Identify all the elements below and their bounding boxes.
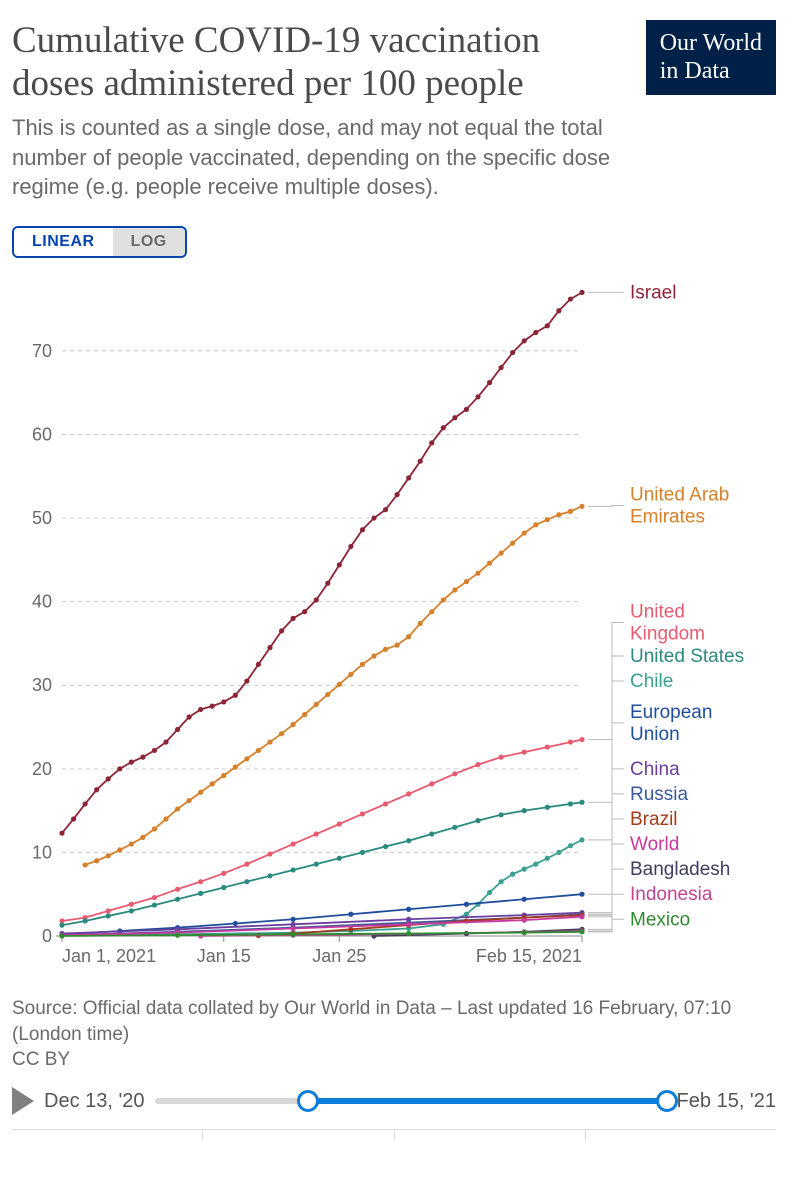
series-china[interactable] — [62, 913, 582, 934]
x-tick-label: Jan 25 — [312, 946, 366, 966]
scale-log-button[interactable]: LOG — [113, 228, 185, 256]
x-tick-label: Feb 15, 2021 — [476, 946, 582, 966]
timeline-start-label: Dec 13, '20 — [44, 1090, 145, 1113]
y-tick-label: 30 — [32, 675, 52, 695]
chart-svg: 0 10 20 30 40 50 60 70 Jan 1, 2021 Jan 15 Jan 25 Fe… — [12, 266, 776, 986]
logo-line2: in Data — [660, 58, 762, 86]
series-label[interactable]: Mexico — [630, 909, 690, 930]
series-united-kingdom[interactable] — [62, 740, 582, 921]
x-tick-label: Jan 15 — [197, 946, 251, 966]
y-tick-label: 10 — [32, 843, 52, 863]
logo-line1: Our World — [660, 30, 762, 58]
slider-knob-end[interactable] — [656, 1090, 678, 1112]
tab-strip — [12, 1129, 776, 1140]
timeline: Dec 13, '20 Feb 15, '21 — [12, 1087, 776, 1115]
series-label[interactable]: Emirates — [630, 507, 705, 528]
series-label[interactable]: Russia — [630, 784, 689, 805]
chart-area: 0 10 20 30 40 50 60 70 Jan 1, 2021 Jan 15 Jan 25 Fe… — [12, 266, 776, 986]
series-label[interactable]: United — [630, 602, 685, 623]
y-tick-label: 20 — [32, 759, 52, 779]
tab-placeholder[interactable] — [203, 1130, 394, 1140]
timeline-end-label: Feb 15, '21 — [677, 1090, 776, 1113]
slider-fill — [308, 1098, 666, 1104]
series-label[interactable]: Brazil — [630, 809, 678, 830]
y-tick-label: 40 — [32, 592, 52, 612]
series-label[interactable]: Chile — [630, 671, 673, 692]
series-label[interactable]: Indonesia — [630, 884, 713, 905]
timeline-slider[interactable] — [155, 1098, 667, 1104]
y-tick-label: 70 — [32, 341, 52, 361]
x-tick-label: Jan 1, 2021 — [62, 946, 156, 966]
y-tick-label: 0 — [42, 926, 52, 946]
y-tick-label: 60 — [32, 425, 52, 445]
play-button[interactable] — [12, 1087, 34, 1115]
scale-toggle: LINEAR LOG — [12, 226, 187, 258]
series-israel[interactable] — [62, 293, 582, 834]
series-label[interactable]: Israel — [630, 283, 676, 304]
title-block: Cumulative COVID-19 vaccination doses ad… — [12, 20, 630, 202]
tab-placeholder[interactable] — [12, 1130, 203, 1140]
series-label[interactable]: World — [630, 834, 679, 855]
tab-placeholder[interactable] — [395, 1130, 586, 1140]
header-row: Cumulative COVID-19 vaccination doses ad… — [12, 20, 776, 202]
series-label[interactable]: Union — [630, 724, 680, 745]
series-label[interactable]: United States — [630, 646, 744, 667]
owid-logo: Our World in Data — [646, 20, 776, 95]
scale-linear-button[interactable]: LINEAR — [14, 228, 113, 256]
y-tick-label: 50 — [32, 508, 52, 528]
chart-title: Cumulative COVID-19 vaccination doses ad… — [12, 20, 630, 105]
series-label[interactable]: European — [630, 702, 712, 723]
chart-subtitle: This is counted as a single dose, and ma… — [12, 113, 630, 202]
series-label[interactable]: China — [630, 759, 680, 780]
slider-knob-start[interactable] — [297, 1090, 319, 1112]
tab-placeholder[interactable] — [586, 1130, 776, 1140]
series-label[interactable]: Bangladesh — [630, 859, 730, 880]
series-label[interactable]: United Arab — [630, 485, 729, 506]
source-note: Source: Official data collated by Our Wo… — [12, 996, 776, 1073]
series-label[interactable]: Kingdom — [630, 624, 705, 645]
source-line2: CC BY — [12, 1049, 70, 1070]
series-united-states[interactable] — [62, 802, 582, 925]
source-line1: Source: Official data collated by Our Wo… — [12, 998, 731, 1045]
